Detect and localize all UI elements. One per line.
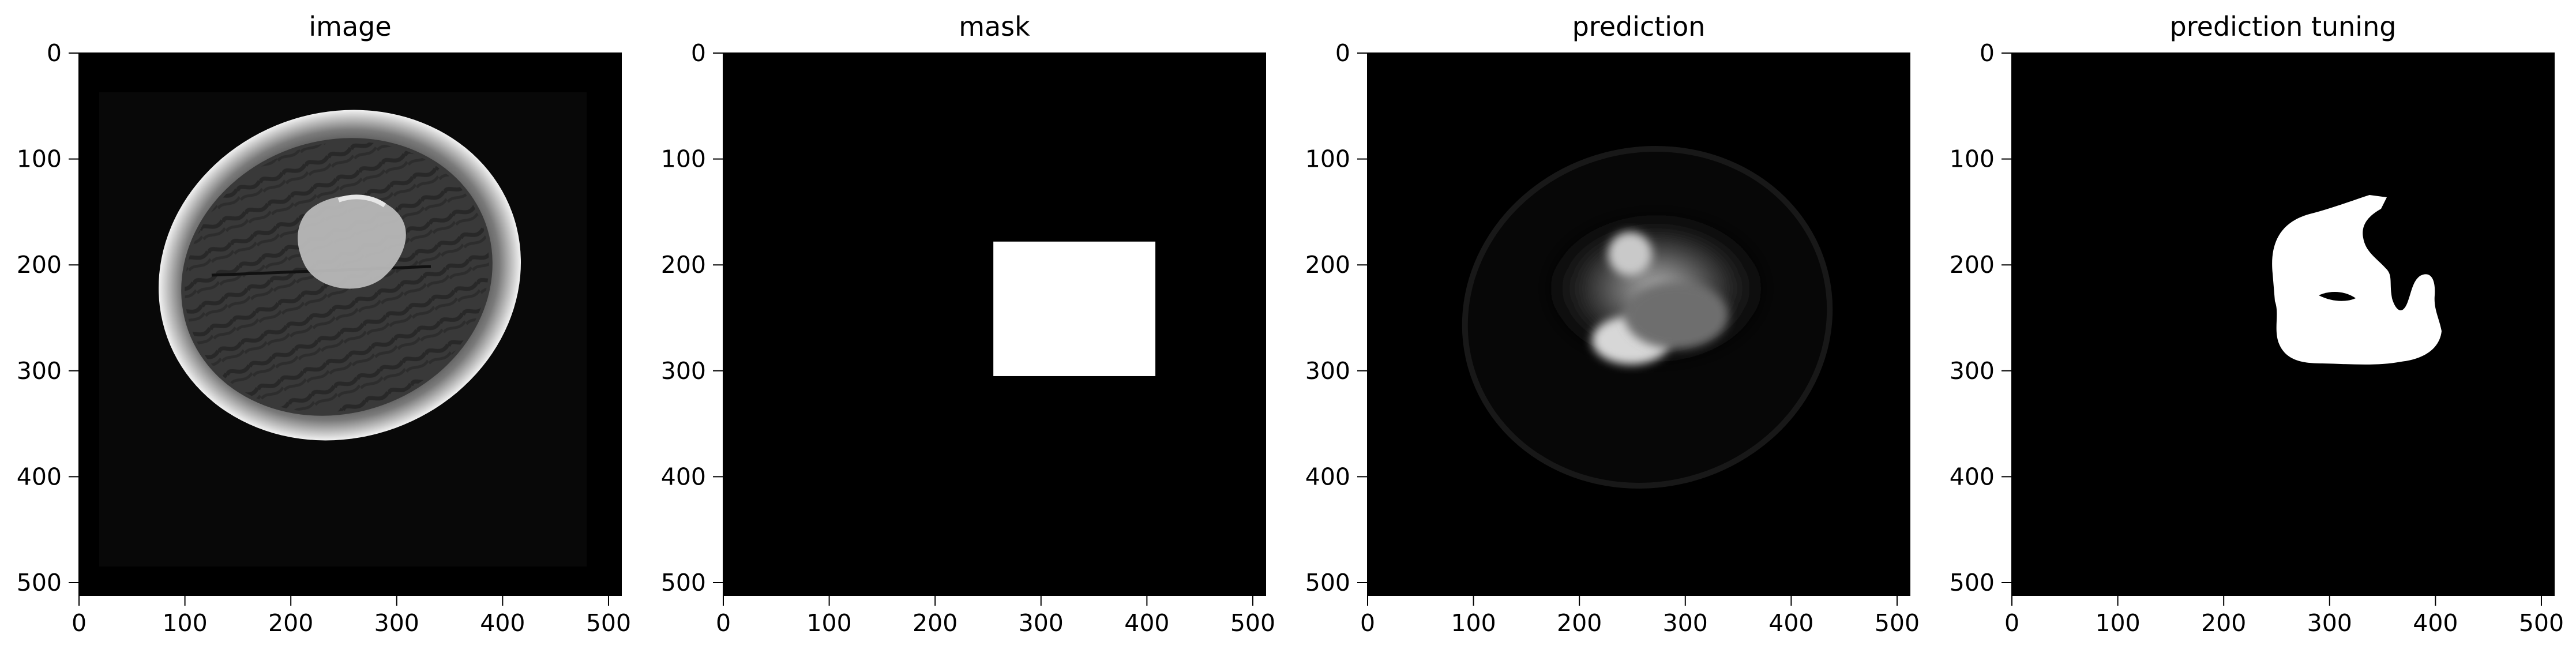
x-tick-label: 0 [1360,609,1375,637]
x-tick-label: 500 [1875,609,1920,637]
y-tick-label: 100 [661,145,706,173]
brain-mri-image [99,92,587,566]
y-tick-label: 200 [1950,251,1995,279]
y-tick-label: 200 [661,251,706,279]
x-tick-label: 0 [72,609,87,637]
y-tick-label: 100 [17,145,62,173]
axes-frame [723,52,1266,596]
panel-mask [723,53,1266,595]
mask-rectangle [993,241,1156,376]
y-tick-label: 100 [1950,145,1995,173]
x-tick-label: 100 [806,609,851,637]
tumor-edge [337,194,386,208]
y-tick-label: 0 [691,39,706,67]
y-tick-label: 500 [1305,569,1350,596]
x-tick-label: 400 [480,609,525,637]
x-tick-label: 100 [2095,609,2140,637]
y-tick-label: 0 [47,39,62,67]
x-tick-label: 400 [1124,609,1169,637]
panel-prediction-tuning [2012,53,2554,595]
panel-title: image [309,11,391,42]
prediction-hotspot-center [1624,282,1728,349]
y-tick-label: 200 [1305,251,1350,279]
x-tick-label: 400 [1768,609,1813,637]
y-tick-label: 500 [1950,569,1995,596]
y-tick-label: 200 [17,251,62,279]
x-tick-label: 100 [1451,609,1496,637]
y-tick-label: 300 [661,357,706,385]
prediction-hotspot-upper [1608,232,1652,276]
x-tick-label: 300 [1663,609,1708,637]
x-tick-label: 0 [2004,609,2019,637]
y-tick-label: 400 [1305,463,1350,490]
x-tick-label: 500 [2519,609,2564,637]
y-tick-label: 500 [17,569,62,596]
y-tick-label: 300 [1950,357,1995,385]
x-tick-label: 300 [374,609,419,637]
y-tick-label: 400 [1950,463,1995,490]
y-tick-label: 100 [1305,145,1350,173]
y-tick-label: 500 [661,569,706,596]
y-tick-label: 0 [1980,39,1995,67]
y-tick-label: 400 [17,463,62,490]
segmentation-mask [2272,195,2442,365]
x-tick-label: 200 [268,609,313,637]
x-tick-label: 100 [162,609,207,637]
y-tick-label: 400 [661,463,706,490]
x-tick-label: 300 [1019,609,1064,637]
tumor-lesion [298,196,406,289]
x-tick-label: 500 [586,609,631,637]
axes-frame [2011,52,2555,596]
x-tick-label: 200 [2201,609,2246,637]
y-tick-label: 0 [1335,39,1350,67]
segmentation-hole [2319,291,2356,301]
x-tick-label: 0 [716,609,731,637]
x-tick-label: 200 [913,609,957,637]
panel-image [79,53,621,595]
panel-title: mask [959,11,1030,42]
prediction-heatmap [1462,146,1833,489]
x-tick-label: 200 [1557,609,1602,637]
panel-title: prediction [1572,11,1706,42]
axes-frame [1367,52,1910,596]
x-tick-label: 300 [2307,609,2352,637]
x-tick-label: 400 [2413,609,2458,637]
y-tick-label: 300 [1305,357,1350,385]
axes-frame [78,52,622,596]
panel-prediction [1368,53,1910,595]
y-tick-label: 300 [17,357,62,385]
axes-layer: image 0 0 100 100 200 200 300 300 400 400 500 500 mas… [17,11,2564,637]
x-tick-label: 500 [1230,609,1275,637]
panel-title: prediction tuning [2170,11,2397,42]
